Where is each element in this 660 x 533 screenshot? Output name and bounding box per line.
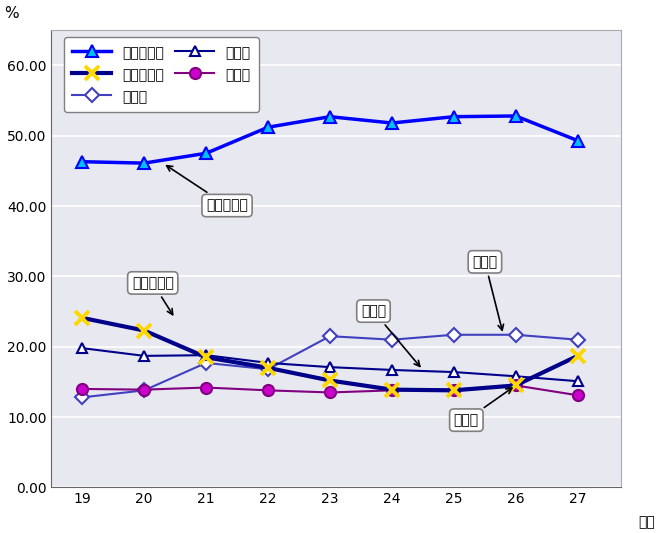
Text: 投資的経費: 投資的経費: [132, 276, 174, 314]
扶助費: [140, 387, 148, 393]
Text: 人件費: 人件費: [361, 304, 420, 366]
公債費: [79, 386, 86, 392]
公債費: [388, 387, 396, 393]
公債費: [450, 386, 458, 393]
公債費: [574, 392, 581, 399]
義務的経費: [388, 120, 396, 126]
扶助費: [202, 360, 210, 366]
扶助費: [574, 336, 581, 343]
Line: 投資的経費: 投資的経費: [75, 311, 585, 397]
投資的経費: [202, 354, 210, 360]
Text: 公債費: 公債費: [454, 388, 512, 427]
扶助費: [388, 336, 396, 343]
人件費: [450, 369, 458, 375]
Text: 年度: 年度: [638, 515, 655, 529]
義務的経費: [140, 160, 148, 166]
Line: 人件費: 人件費: [77, 343, 583, 386]
扶助費: [450, 332, 458, 338]
義務的経費: [512, 113, 519, 119]
Line: 義務的経費: 義務的経費: [76, 110, 584, 169]
人件費: [574, 378, 581, 384]
人件費: [140, 353, 148, 359]
義務的経費: [264, 124, 272, 131]
公債費: [326, 389, 334, 395]
公債費: [264, 387, 272, 393]
人件費: [388, 367, 396, 373]
公債費: [140, 386, 148, 393]
扶助費: [264, 366, 272, 373]
投資的経費: [140, 327, 148, 334]
Text: 義務的経費: 義務的経費: [166, 166, 248, 213]
Legend: 義務的経費, 投資的経費, 扶助費, 人件費, 公債費: 義務的経費, 投資的経費, 扶助費, 人件費, 公債費: [64, 37, 259, 112]
扶助費: [326, 333, 334, 340]
人件費: [326, 364, 334, 370]
扶助費: [512, 332, 519, 338]
Line: 扶助費: 扶助費: [77, 330, 583, 402]
人件費: [202, 352, 210, 358]
人件費: [79, 345, 86, 351]
人件費: [512, 373, 519, 379]
投資的経費: [574, 353, 581, 359]
義務的経費: [79, 158, 86, 165]
義務的経費: [450, 114, 458, 120]
投資的経費: [450, 387, 458, 393]
Line: 公債費: 公債費: [77, 380, 583, 401]
投資的経費: [512, 382, 519, 389]
Text: %: %: [4, 6, 18, 21]
投資的経費: [326, 377, 334, 384]
公債費: [202, 384, 210, 391]
扶助費: [79, 394, 86, 401]
投資的経費: [79, 314, 86, 321]
人件費: [264, 360, 272, 366]
投資的経費: [388, 386, 396, 393]
公債費: [512, 382, 519, 389]
義務的経費: [202, 150, 210, 157]
投資的経費: [264, 365, 272, 371]
義務的経費: [574, 138, 581, 144]
Text: 扶助費: 扶助費: [473, 255, 504, 330]
義務的経費: [326, 114, 334, 120]
